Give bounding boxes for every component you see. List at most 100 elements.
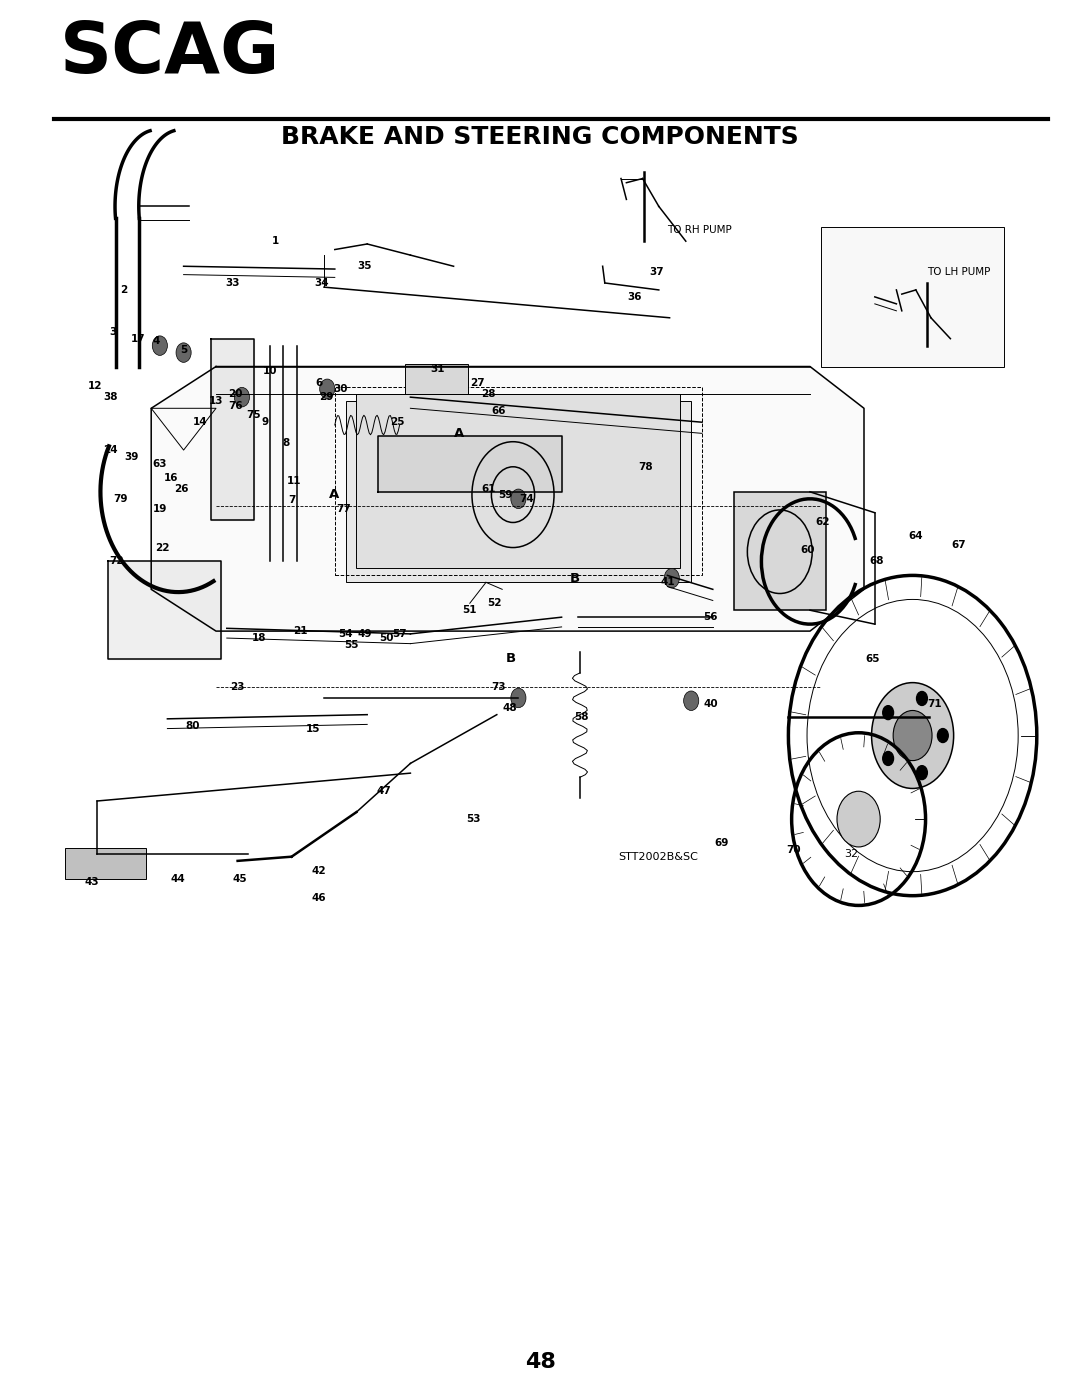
- Text: 39: 39: [124, 453, 139, 462]
- Text: A: A: [454, 427, 463, 440]
- Polygon shape: [151, 366, 864, 631]
- Text: 25: 25: [390, 418, 405, 427]
- Circle shape: [511, 689, 526, 708]
- Text: 41: 41: [660, 577, 675, 587]
- Text: 35: 35: [357, 261, 373, 271]
- Text: 28: 28: [481, 390, 496, 400]
- Text: 59: 59: [498, 489, 513, 500]
- Text: 32: 32: [845, 849, 859, 859]
- Text: 77: 77: [336, 503, 351, 514]
- Text: 13: 13: [208, 397, 224, 407]
- Bar: [65, 848, 146, 879]
- Polygon shape: [378, 436, 562, 492]
- Text: 15: 15: [306, 724, 321, 733]
- Text: 57: 57: [392, 629, 407, 638]
- Bar: [734, 492, 826, 610]
- Text: 22: 22: [154, 542, 170, 553]
- Text: TO RH PUMP: TO RH PUMP: [667, 225, 732, 235]
- Text: 18: 18: [252, 633, 267, 643]
- Text: 52: 52: [487, 598, 502, 608]
- Text: 75: 75: [246, 411, 261, 420]
- Bar: [335, 387, 702, 576]
- Circle shape: [152, 335, 167, 355]
- Text: SCAG: SCAG: [59, 20, 280, 88]
- Circle shape: [917, 766, 928, 780]
- Text: 66: 66: [491, 407, 507, 416]
- Text: 61: 61: [481, 485, 496, 495]
- Text: B: B: [505, 652, 515, 665]
- Text: 21: 21: [293, 626, 308, 636]
- Text: 40: 40: [703, 698, 718, 708]
- Text: 45: 45: [232, 875, 247, 884]
- Circle shape: [937, 729, 948, 743]
- Bar: [405, 363, 468, 394]
- Circle shape: [234, 387, 249, 407]
- Text: 64: 64: [908, 531, 923, 542]
- Text: 65: 65: [865, 654, 880, 664]
- Text: 31: 31: [430, 365, 445, 374]
- Circle shape: [837, 791, 880, 847]
- Text: 76: 76: [228, 401, 243, 411]
- Text: 79: 79: [113, 493, 129, 504]
- Polygon shape: [108, 562, 221, 659]
- Text: 29: 29: [319, 393, 334, 402]
- Text: 47: 47: [376, 787, 391, 796]
- Text: 71: 71: [927, 698, 942, 708]
- Circle shape: [176, 342, 191, 362]
- Text: 49: 49: [357, 629, 373, 638]
- Text: 5: 5: [180, 345, 187, 355]
- Text: 53: 53: [465, 814, 481, 824]
- Circle shape: [917, 692, 928, 705]
- Circle shape: [664, 569, 679, 588]
- Text: 10: 10: [262, 366, 278, 376]
- Text: STT2002B&SC: STT2002B&SC: [618, 852, 698, 862]
- Text: 44: 44: [171, 875, 186, 884]
- Text: 9: 9: [261, 418, 268, 427]
- Circle shape: [882, 705, 893, 719]
- Text: 69: 69: [714, 838, 729, 848]
- Text: B: B: [570, 571, 580, 585]
- Text: 37: 37: [649, 267, 664, 277]
- Text: 73: 73: [491, 682, 507, 692]
- Text: TO LH PUMP: TO LH PUMP: [927, 267, 990, 277]
- Text: 67: 67: [951, 539, 967, 550]
- Text: 26: 26: [174, 485, 189, 495]
- Circle shape: [511, 489, 526, 509]
- Text: 58: 58: [573, 712, 589, 722]
- Bar: [346, 401, 691, 583]
- Text: 2: 2: [121, 285, 127, 295]
- Text: 11: 11: [286, 476, 301, 486]
- Text: 42: 42: [311, 866, 326, 876]
- Circle shape: [320, 379, 335, 398]
- Text: 14: 14: [192, 418, 207, 427]
- Text: 38: 38: [103, 393, 118, 402]
- Text: 60: 60: [800, 545, 815, 556]
- Text: A: A: [329, 488, 339, 502]
- Text: 1: 1: [272, 236, 279, 246]
- Text: 20: 20: [228, 390, 243, 400]
- Circle shape: [872, 683, 954, 788]
- Circle shape: [893, 711, 932, 760]
- Text: 12: 12: [87, 381, 103, 391]
- Circle shape: [882, 752, 893, 766]
- Text: 6: 6: [315, 379, 322, 388]
- Polygon shape: [211, 338, 254, 520]
- Text: 72: 72: [109, 556, 124, 566]
- Text: 48: 48: [525, 1352, 555, 1372]
- Text: 46: 46: [311, 894, 326, 904]
- Text: 56: 56: [703, 612, 718, 622]
- Text: 43: 43: [84, 877, 99, 887]
- Text: 54: 54: [338, 629, 353, 638]
- Text: 74: 74: [519, 493, 535, 504]
- Text: 16: 16: [163, 474, 178, 483]
- Text: 70: 70: [786, 845, 801, 855]
- Text: 48: 48: [502, 703, 517, 712]
- Text: 7: 7: [288, 495, 295, 506]
- Text: 62: 62: [815, 517, 831, 528]
- Text: 55: 55: [343, 640, 359, 650]
- Bar: [821, 228, 1004, 366]
- Text: 4: 4: [153, 337, 160, 346]
- Text: 68: 68: [869, 556, 885, 566]
- Bar: [356, 394, 680, 569]
- Text: 24: 24: [103, 446, 118, 455]
